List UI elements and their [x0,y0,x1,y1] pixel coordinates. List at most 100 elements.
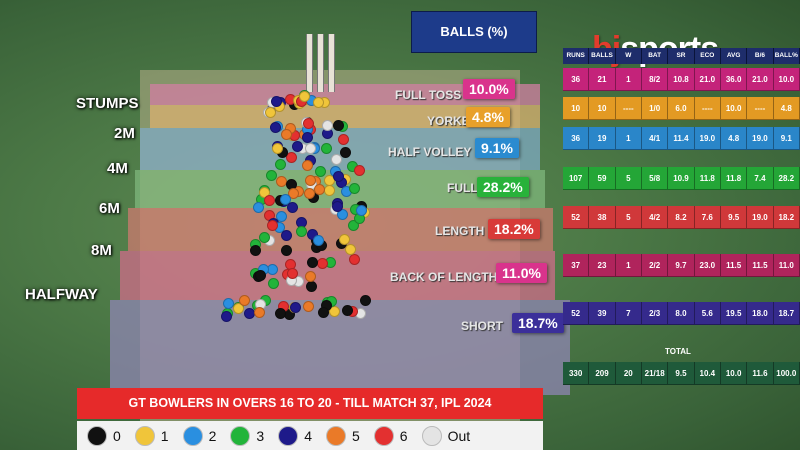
stats-cell: 330 [563,362,590,385]
stats-cell: 100.0 [773,362,800,385]
zone-percent: 18.7% [512,313,564,333]
stats-cell: 4.8 [773,97,800,120]
legend-item: 2 [182,426,217,446]
stats-cell: 4/2 [641,206,669,229]
legend-label: 5 [351,428,360,444]
ball-dot [314,184,325,195]
stats-column-header: B/6 [747,48,774,64]
stats-cell: 4/1 [641,127,669,150]
ball-dot [299,91,310,102]
ball-dot [337,209,348,220]
ball-dot [322,120,333,131]
stats-cell: 23.0 [694,254,721,277]
zone-percent: 10.0% [463,79,515,99]
ball-dot [296,226,307,237]
ball-dot [333,171,344,182]
stats-cell: 11.6 [747,362,774,385]
stats-cell: 5/8 [641,167,669,190]
ball-dot [321,143,332,154]
stats-cell: 18.2 [773,206,800,229]
ball-dot [318,307,329,318]
stats-cell: 39 [589,302,616,325]
stats-cell: 7.4 [747,167,774,190]
legend-dot [87,426,107,446]
stats-cell: 9.5 [720,206,748,229]
zone-band [150,105,540,128]
zone-name: LENGTH [435,224,485,238]
stats-cell: 209 [589,362,616,385]
stats-cell: 9.7 [668,254,695,277]
ball-dot [305,271,316,282]
ball-dot [303,118,314,129]
zone-name: BACK OF LENGTH [390,270,498,284]
stats-column-header: BALL% [774,48,800,64]
ball-dot [250,245,261,256]
stats-cell: 1 [615,127,642,150]
legend-label: 2 [208,428,217,444]
stats-cell: 52 [563,206,590,229]
stats-column-header: BALLS [589,48,616,64]
legend-item: 4 [278,426,312,446]
legend-item: Out [421,426,470,446]
legend-label: 0 [113,428,121,444]
ball-dot [264,195,275,206]
ball-dot [239,295,250,306]
stats-cell: 2/2 [641,254,669,277]
stats-cell: 19.0 [747,127,774,150]
ball-dot [307,229,318,240]
ball-dot [313,235,324,246]
stats-cell: 10.0 [720,362,748,385]
ball-dot [303,301,314,312]
ball-dot [288,188,299,199]
stats-cell: 11.8 [694,167,721,190]
stats-cell: 59 [589,167,616,190]
ball-dot [223,298,234,309]
stats-row: 52 39 7 2/3 8.0 5.6 19.5 18.0 18.7 [563,302,800,325]
ball-dot [333,120,344,131]
ball-dot [286,152,297,163]
legend-label: 6 [399,428,408,444]
ball-dot [268,278,279,289]
stats-cell: 9.1 [773,127,800,150]
legend-dot [278,426,299,446]
ball-dot [305,143,316,154]
stats-row: 36 19 1 4/1 11.4 19.0 4.8 19.0 9.1 [563,127,800,150]
ball-dot [315,166,326,177]
legend-dot [230,426,251,446]
ball-dot [280,194,291,205]
ball-dot [302,160,313,171]
graphic-title: GT BOWLERS IN OVERS 16 TO 20 - TILL MATC… [77,388,543,419]
ball-dot [275,308,286,319]
stats-cell: 19.0 [694,127,721,150]
zone-name: FULL TOSS [395,88,462,102]
zone-percent: 18.2% [488,219,540,239]
stats-cell: 8.2 [668,206,695,229]
stats-cell: 1 [615,254,642,277]
stats-cell: 28.2 [773,167,800,190]
stats-column-header: W [616,48,642,64]
stats-cell: 5.6 [694,302,721,325]
ball-dot [345,244,356,255]
stats-cell: 107 [563,167,590,190]
ball-dot [287,202,298,213]
zone-band [120,251,555,300]
legend-label: 4 [304,428,312,444]
stats-cell: 8.0 [668,302,695,325]
zone-name: HALF VOLLEY [388,145,472,159]
stats-cell: 11.5 [747,254,774,277]
ball-dot [259,232,270,243]
stats-cell: 2/3 [641,302,669,325]
ball-dot [265,107,276,118]
stats-column-header: ECO [695,48,721,64]
legend-item: 1 [134,426,169,446]
stats-cell: 37 [563,254,590,277]
zone-name: YORKER [427,114,479,128]
stumps-icon [306,34,335,92]
ball-dot [331,154,342,165]
distance-label: 4M [107,160,128,177]
stats-cell: 19 [589,127,616,150]
ball-dot [292,141,303,152]
stats-cell: 10.9 [668,167,695,190]
runs-legend: 0 1 2 3 4 5 6 Out [77,421,543,450]
